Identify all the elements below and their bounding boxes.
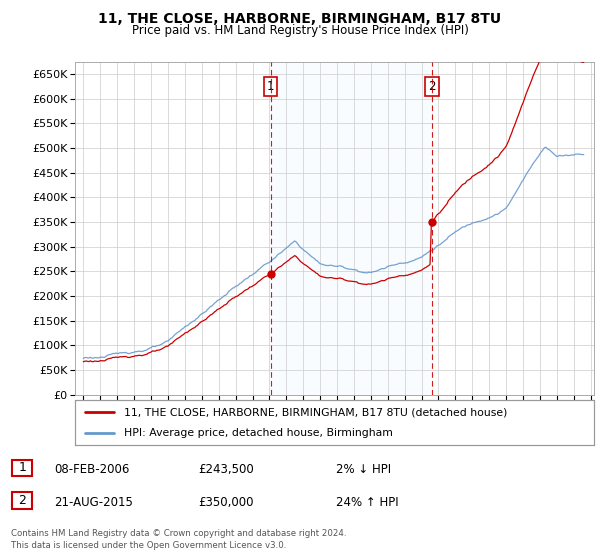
Text: HPI: Average price, detached house, Birmingham: HPI: Average price, detached house, Birm…	[124, 428, 393, 438]
Text: £350,000: £350,000	[198, 496, 254, 508]
Text: 08-FEB-2006: 08-FEB-2006	[54, 463, 130, 476]
Text: 11, THE CLOSE, HARBORNE, BIRMINGHAM, B17 8TU (detached house): 11, THE CLOSE, HARBORNE, BIRMINGHAM, B17…	[124, 408, 508, 418]
Bar	[271, 62, 432, 395]
Text: 1: 1	[18, 461, 26, 474]
FancyBboxPatch shape	[12, 492, 32, 508]
Text: 24% ↑ HPI: 24% ↑ HPI	[336, 496, 398, 508]
Text: 2: 2	[18, 494, 26, 507]
FancyBboxPatch shape	[12, 460, 32, 476]
Text: £243,500: £243,500	[198, 463, 254, 476]
Text: Price paid vs. HM Land Registry's House Price Index (HPI): Price paid vs. HM Land Registry's House …	[131, 24, 469, 36]
Text: 1: 1	[267, 80, 275, 93]
Text: 2% ↓ HPI: 2% ↓ HPI	[336, 463, 391, 476]
Text: This data is licensed under the Open Government Licence v3.0.: This data is licensed under the Open Gov…	[11, 541, 286, 550]
Text: Contains HM Land Registry data © Crown copyright and database right 2024.: Contains HM Land Registry data © Crown c…	[11, 529, 346, 538]
Text: 21-AUG-2015: 21-AUG-2015	[54, 496, 133, 508]
Text: 11, THE CLOSE, HARBORNE, BIRMINGHAM, B17 8TU: 11, THE CLOSE, HARBORNE, BIRMINGHAM, B17…	[98, 12, 502, 26]
Text: 2: 2	[428, 80, 436, 93]
